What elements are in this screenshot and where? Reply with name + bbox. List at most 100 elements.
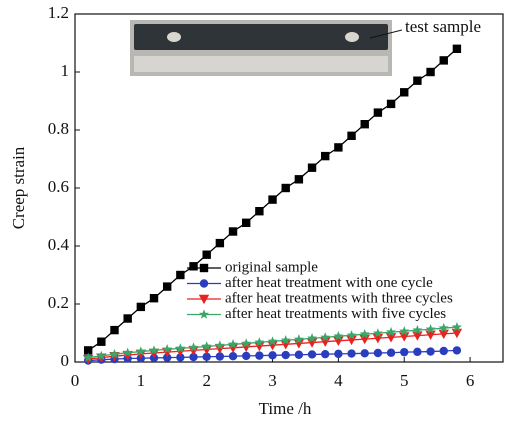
marker xyxy=(321,349,330,359)
marker xyxy=(360,120,369,129)
annotation: test sample xyxy=(405,17,481,36)
marker xyxy=(307,333,317,343)
marker xyxy=(386,99,396,109)
marker xyxy=(426,347,435,356)
marker xyxy=(333,330,344,341)
ruler xyxy=(134,56,388,72)
marker xyxy=(359,328,370,339)
marker xyxy=(346,330,357,340)
marker xyxy=(188,346,199,356)
marker xyxy=(451,322,462,332)
x-tick-label: 0 xyxy=(71,371,80,390)
marker xyxy=(360,349,369,358)
marker xyxy=(176,353,185,362)
marker xyxy=(386,348,396,357)
marker xyxy=(438,329,449,340)
marker xyxy=(267,336,278,346)
legend-label: after heat treatments with five cycles xyxy=(225,306,446,322)
x-tick-label: 5 xyxy=(400,371,409,390)
marker xyxy=(241,338,252,348)
marker xyxy=(399,326,410,336)
marker xyxy=(228,227,238,236)
marker xyxy=(372,328,383,338)
marker xyxy=(189,352,198,362)
marker xyxy=(320,332,331,342)
marker xyxy=(452,44,462,53)
marker xyxy=(201,341,212,351)
marker xyxy=(452,346,462,355)
marker xyxy=(97,337,106,346)
marker xyxy=(426,67,435,77)
marker xyxy=(280,340,291,350)
marker xyxy=(267,340,278,351)
marker xyxy=(254,337,265,347)
marker xyxy=(347,349,356,358)
legend-label: original sample xyxy=(225,259,318,275)
marker xyxy=(413,76,422,85)
marker xyxy=(215,238,225,248)
marker xyxy=(202,352,211,361)
specimen-hole xyxy=(167,32,181,42)
marker xyxy=(188,342,199,352)
marker xyxy=(294,175,304,184)
marker xyxy=(83,352,94,362)
legend-marker xyxy=(199,309,209,319)
marker xyxy=(227,343,239,353)
marker xyxy=(242,218,251,227)
marker xyxy=(202,250,211,259)
marker xyxy=(161,347,173,358)
marker xyxy=(122,347,133,357)
marker xyxy=(201,345,212,355)
marker xyxy=(149,294,159,303)
x-axis-label: Time /h xyxy=(259,399,312,418)
marker xyxy=(334,143,343,152)
marker xyxy=(307,163,317,172)
marker xyxy=(255,207,264,216)
marker xyxy=(373,108,383,117)
marker xyxy=(176,270,185,280)
marker xyxy=(175,347,186,357)
x-tick-label: 6 xyxy=(466,371,475,390)
y-tick-label: 0.2 xyxy=(48,293,69,312)
marker xyxy=(96,350,107,361)
legend-label: after heat treatments with three cycles xyxy=(225,290,453,306)
marker xyxy=(268,351,277,360)
marker xyxy=(136,302,146,312)
marker xyxy=(294,350,304,359)
marker xyxy=(293,339,305,349)
marker xyxy=(439,56,448,65)
marker xyxy=(228,339,238,349)
marker xyxy=(413,347,422,357)
marker xyxy=(214,340,225,350)
marker xyxy=(281,350,290,360)
marker xyxy=(293,334,304,344)
y-tick-label: 0.4 xyxy=(48,235,70,254)
specimen-hole xyxy=(345,32,359,42)
marker xyxy=(425,324,436,334)
marker xyxy=(439,346,448,356)
y-tick-label: 0.6 xyxy=(48,177,69,196)
marker xyxy=(254,341,265,352)
legend-marker xyxy=(199,263,209,273)
legend-label: after heat treatment with one cycle xyxy=(225,275,433,291)
marker xyxy=(320,337,331,347)
y-tick-label: 0 xyxy=(61,351,70,370)
y-tick-label: 1.2 xyxy=(48,3,69,22)
marker xyxy=(451,328,463,339)
marker xyxy=(83,346,93,355)
marker xyxy=(162,282,172,291)
marker xyxy=(162,353,172,362)
marker xyxy=(347,131,356,140)
marker xyxy=(189,262,198,271)
marker xyxy=(280,335,291,345)
marker xyxy=(321,151,330,161)
x-tick-label: 1 xyxy=(137,371,146,390)
x-tick-label: 2 xyxy=(202,371,211,390)
marker xyxy=(373,348,383,358)
marker xyxy=(175,343,186,353)
marker xyxy=(123,314,132,323)
y-axis-label: Creep strain xyxy=(9,146,28,229)
marker xyxy=(334,349,343,359)
marker xyxy=(242,351,251,361)
